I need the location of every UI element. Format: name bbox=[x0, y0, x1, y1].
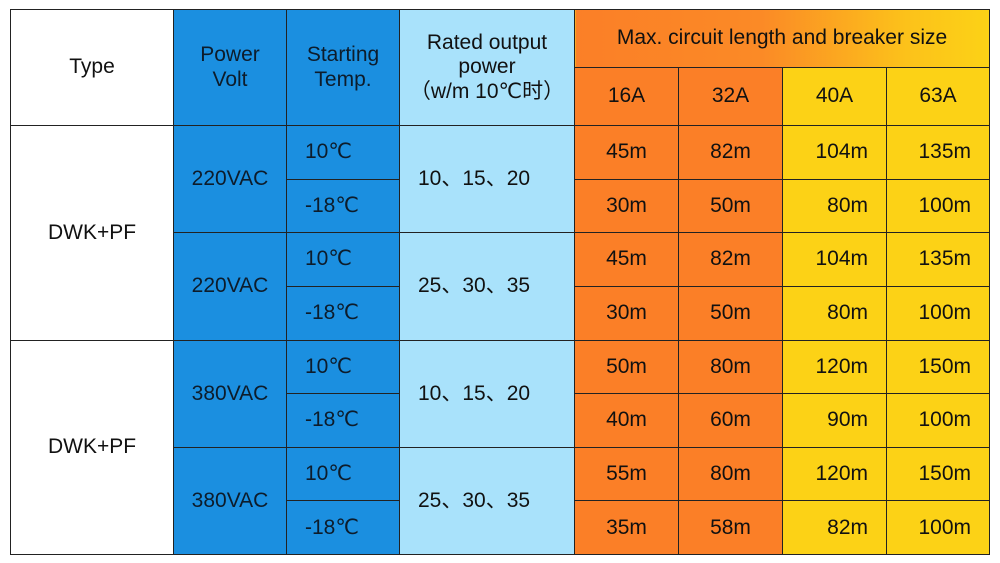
power-cell: 25、30、35 bbox=[399, 446, 575, 556]
temp-cell: 10℃ bbox=[286, 339, 400, 395]
volt-cell: 220VAC bbox=[173, 124, 287, 234]
length-cell-63a: 150m bbox=[885, 446, 991, 502]
length-cell-32a: 60m bbox=[678, 393, 783, 448]
volt-cell: 380VAC bbox=[173, 446, 287, 556]
power-cell: 10、15、20 bbox=[399, 124, 575, 234]
length-cell-32a: 80m bbox=[678, 339, 783, 395]
table-row: -18℃ 35m 58m 82m 100m bbox=[11, 500, 991, 555]
temp-cell: -18℃ bbox=[286, 285, 400, 341]
table-row: DWK+PF 380VAC 10℃ 10、15、20 50m 80m 120m 150m bbox=[10, 339, 991, 555]
length-cell-32a: 80m bbox=[678, 446, 783, 502]
temp-cell: -18℃ bbox=[286, 178, 400, 234]
length-cell-63a: 135m bbox=[885, 125, 991, 180]
header-rated-output-line3: （w/m 10℃时） bbox=[409, 79, 565, 103]
length-cell-16a: 40m bbox=[574, 393, 679, 448]
temp-cell: 10℃ bbox=[286, 232, 400, 287]
power-cell: 25、30、35 bbox=[399, 232, 575, 341]
volt-cell: 220VAC bbox=[173, 232, 287, 341]
table-row: -18℃ 30m 50m 80m 100m bbox=[11, 178, 991, 234]
length-cell-32a: 50m bbox=[678, 285, 783, 341]
table-row: -18℃ 40m 60m 90m 100m bbox=[11, 393, 991, 448]
header-power-volt-line1: Power bbox=[200, 43, 260, 67]
length-cell-40a: 104m bbox=[782, 232, 887, 287]
length-cell-63a: 135m bbox=[885, 232, 991, 287]
length-cell-40a: 120m bbox=[782, 339, 887, 395]
length-cell-16a: 45m bbox=[574, 232, 679, 287]
header-max-circuit: Max. circuit length and breaker size bbox=[573, 9, 991, 68]
type-cell: DWK+PF bbox=[10, 125, 174, 341]
header-starting-temp: Starting Temp. bbox=[286, 9, 400, 126]
type-cell: DWK+PF bbox=[10, 339, 174, 555]
header-breaker-32a: 32A bbox=[678, 67, 783, 126]
header-breaker-16a: 16A bbox=[574, 67, 679, 126]
volt-cell: 380VAC bbox=[173, 339, 287, 448]
length-cell-63a: 100m bbox=[885, 178, 991, 234]
header-starting-temp-line2: Temp. bbox=[314, 67, 372, 91]
length-cell-63a: 150m bbox=[885, 339, 991, 395]
length-cell-16a: 35m bbox=[574, 500, 679, 555]
length-cell-32a: 58m bbox=[678, 500, 783, 555]
header-rated-output-line2: power bbox=[458, 55, 516, 79]
length-cell-16a: 30m bbox=[574, 285, 679, 341]
length-cell-63a: 100m bbox=[885, 285, 991, 341]
length-cell-40a: 90m bbox=[782, 393, 887, 448]
table-row: -18℃ 30m 50m 80m 100m bbox=[11, 285, 991, 341]
length-cell-32a: 82m bbox=[678, 125, 783, 180]
length-cell-63a: 100m bbox=[885, 500, 991, 555]
length-cell-32a: 82m bbox=[678, 232, 783, 287]
temp-cell: -18℃ bbox=[286, 500, 400, 555]
power-cell: 10、15、20 bbox=[399, 339, 575, 448]
length-cell-40a: 80m bbox=[782, 285, 887, 341]
header-power-volt: Power Volt bbox=[173, 9, 287, 126]
length-cell-32a: 50m bbox=[678, 178, 783, 234]
temp-cell: -18℃ bbox=[286, 393, 400, 448]
length-cell-16a: 50m bbox=[574, 339, 679, 395]
length-cell-40a: 104m bbox=[782, 125, 887, 180]
length-cell-16a: 30m bbox=[574, 178, 679, 234]
table-body: DWK+PF 220VAC 10℃ 10、15、20 45m 82m 104m 135m -18… bbox=[10, 124, 991, 556]
table-header: Type Power Volt Starting Temp. Rated out… bbox=[10, 9, 991, 126]
length-cell-40a: 80m bbox=[782, 178, 887, 234]
header-breaker-63a: 63A bbox=[885, 67, 991, 126]
length-cell-16a: 45m bbox=[574, 125, 679, 180]
table-row: 220VAC 10℃ 25、30、35 45m 82m 104m 135m bbox=[11, 232, 991, 341]
length-cell-40a: 120m bbox=[782, 446, 887, 502]
header-type: Type bbox=[10, 9, 174, 126]
table-row: 380VAC 10℃ 25、30、35 55m 80m 120m 150m bbox=[11, 446, 991, 556]
header-rated-output-line1: Rated output bbox=[426, 31, 548, 55]
spec-table: Type Power Volt Starting Temp. Rated out… bbox=[10, 9, 991, 556]
temp-cell: 10℃ bbox=[286, 125, 400, 180]
header-starting-temp-line1: Starting bbox=[306, 43, 380, 67]
header-rated-output: Rated output power （w/m 10℃时） bbox=[399, 9, 575, 126]
table-row: DWK+PF 220VAC 10℃ 10、15、20 45m 82m 104m 135m bbox=[10, 124, 991, 341]
length-cell-63a: 100m bbox=[885, 393, 991, 448]
header-breaker-40a: 40A bbox=[782, 67, 887, 126]
length-cell-16a: 55m bbox=[574, 446, 679, 502]
header-power-volt-line2: Volt bbox=[212, 67, 248, 91]
temp-cell: 10℃ bbox=[286, 446, 400, 502]
length-cell-40a: 82m bbox=[782, 500, 887, 555]
